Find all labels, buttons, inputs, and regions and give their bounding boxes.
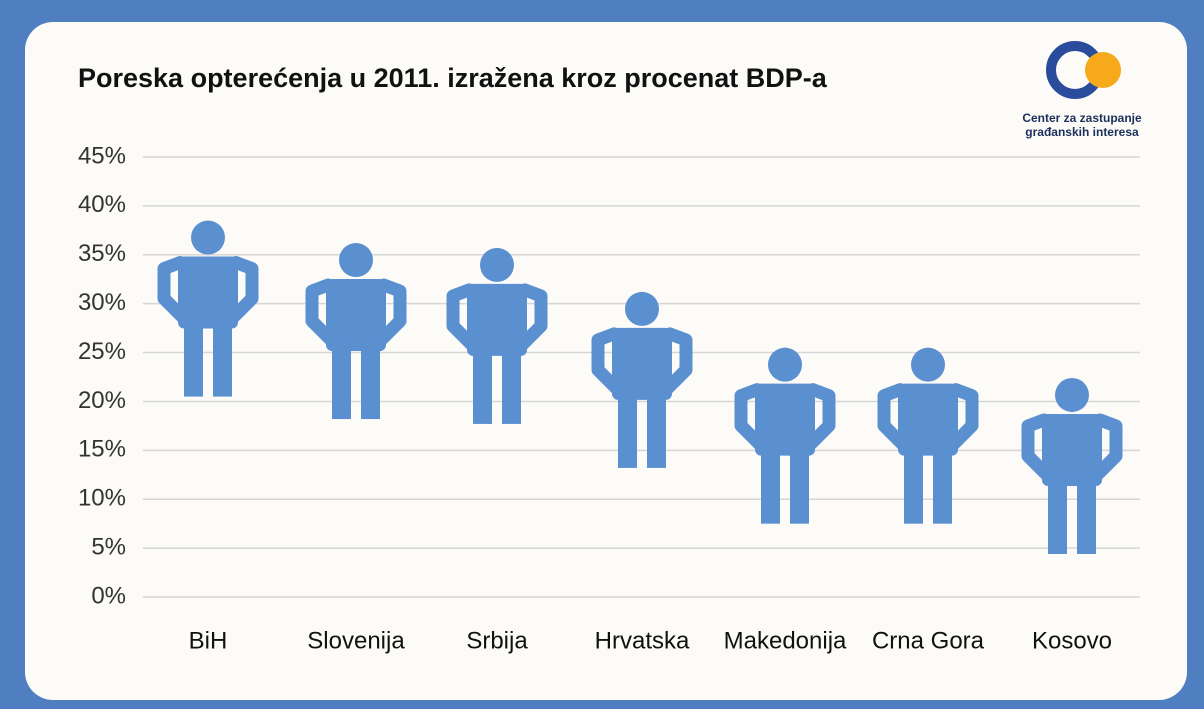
logo-text: Center za zastupanje [1022, 111, 1142, 125]
person-leg [361, 343, 380, 419]
y-tick-label: 25% [78, 338, 126, 365]
person-head [191, 221, 225, 255]
x-tick-label: BiH [189, 627, 228, 654]
person-leg [647, 392, 666, 468]
person-leg [1048, 478, 1067, 554]
x-tick-label: Hrvatska [595, 627, 690, 654]
y-tick-label: 35% [78, 240, 126, 267]
y-tick-label: 40% [78, 191, 126, 218]
x-tick-label: Kosovo [1032, 627, 1112, 654]
y-tick-label: 10% [78, 485, 126, 512]
person-leg [184, 321, 203, 397]
person-leg [502, 348, 521, 424]
x-tick-label: Slovenija [307, 627, 405, 654]
person-leg [904, 448, 923, 524]
y-tick-label: 30% [78, 289, 126, 316]
x-tick-label: Srbija [466, 627, 528, 654]
person-leg [618, 392, 637, 468]
y-tick-label: 15% [78, 436, 126, 463]
logo-dot [1085, 52, 1121, 88]
logo-text: građanskih interesa [1025, 125, 1139, 139]
chart-title: Poreska opterećenja u 2011. izražena kro… [78, 63, 828, 93]
person-leg [332, 343, 351, 419]
person-head [480, 248, 514, 282]
person-head [1055, 378, 1089, 412]
x-tick-label: Crna Gora [872, 627, 985, 654]
y-tick-label: 20% [78, 387, 126, 414]
person-leg [790, 448, 809, 524]
person-leg [473, 348, 492, 424]
person-head [911, 348, 945, 382]
x-tick-label: Makedonija [724, 627, 847, 654]
chart: Poreska opterećenja u 2011. izražena kro… [0, 0, 1204, 709]
y-tick-label: 45% [78, 142, 126, 169]
y-tick-label: 5% [91, 533, 126, 560]
person-leg [933, 448, 952, 524]
person-leg [761, 448, 780, 524]
person-head [339, 243, 373, 277]
person-leg [1077, 478, 1096, 554]
person-leg [213, 321, 232, 397]
person-head [625, 292, 659, 326]
y-tick-label: 0% [91, 582, 126, 609]
person-head [768, 348, 802, 382]
